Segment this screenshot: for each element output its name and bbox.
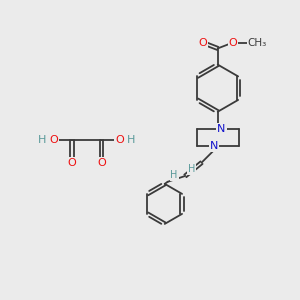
Text: O: O [229, 38, 237, 47]
Text: O: O [115, 135, 124, 145]
Text: N: N [218, 124, 226, 134]
Text: O: O [68, 158, 76, 168]
Text: O: O [97, 158, 106, 168]
Text: CH₃: CH₃ [248, 38, 267, 47]
Text: O: O [49, 135, 58, 145]
Text: H: H [188, 164, 196, 174]
Text: H: H [127, 135, 136, 145]
Text: O: O [198, 38, 207, 47]
Text: H: H [170, 170, 178, 180]
Text: N: N [210, 142, 218, 152]
Text: H: H [38, 135, 46, 145]
